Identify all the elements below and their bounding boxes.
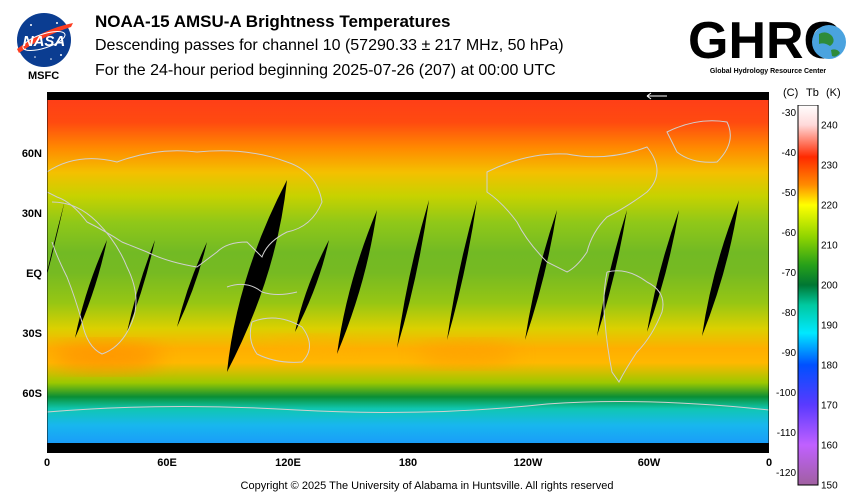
lat-label-30n: 30N xyxy=(21,208,42,220)
colorbar-unit-tb: Tb xyxy=(806,87,819,99)
north-america-coast xyxy=(486,146,658,273)
lat-label-60s: 60S xyxy=(22,388,42,400)
map-title: NOAA-15 AMSU-A Brightness Temperatures xyxy=(95,12,451,31)
ghrc-tagline: Global Hydrology Resource Center xyxy=(710,68,827,75)
orbit-gap-swath xyxy=(447,200,477,340)
colorbar-celsius-tick: -80 xyxy=(782,308,797,319)
lon-label-0: 0 xyxy=(43,457,51,469)
colorbar-kelvin-tick: 230 xyxy=(821,161,838,172)
south-pole-band xyxy=(47,443,769,453)
lon-label-60e: 60E xyxy=(157,457,177,469)
copyright-text: Copyright © 2025 The University of Alaba… xyxy=(240,480,614,492)
orbit-gap-swath xyxy=(295,240,329,332)
lon-label-60w: 60W xyxy=(637,457,661,469)
colorbar-scale xyxy=(797,105,819,486)
colorbar-ticks: 240 -30 230 -40 220 -50 210 -60 200 -70 190 -80 180 -… xyxy=(776,108,838,492)
lat-label-30s: 30S xyxy=(22,328,42,340)
nasa-logo-text: NASA xyxy=(23,33,66,50)
colorbar-celsius-tick: -60 xyxy=(782,228,797,239)
temperature-field xyxy=(47,92,769,453)
orbit-gap-swath xyxy=(647,210,679,332)
orbit-gap-swath xyxy=(525,210,557,340)
map-subtitle-period: For the 24-hour period beginning 2025-07… xyxy=(95,62,556,79)
temperature-colorbar: 240 -30 230 -40 220 -50 210 -60 200 -70 190 -80 180 -… xyxy=(776,105,838,492)
orbit-gap-swath xyxy=(177,242,207,327)
greenland-coast xyxy=(666,120,731,163)
warm-spot xyxy=(52,343,162,371)
indonesia-coast xyxy=(226,283,298,295)
colorbar-celsius-tick: -50 xyxy=(782,188,797,199)
nasa-logo: NASA xyxy=(17,13,73,67)
colorbar-kelvin-tick: 190 xyxy=(821,321,838,332)
australia-coast xyxy=(249,317,310,363)
eurasia-coast xyxy=(47,150,323,268)
colorbar-kelvin-tick: 160 xyxy=(821,441,838,452)
colorbar-celsius-tick: -110 xyxy=(777,428,797,439)
colorbar-unit-kelvin: (K) xyxy=(826,87,841,99)
brightness-temperature-map xyxy=(47,92,769,453)
colorbar-kelvin-tick: 170 xyxy=(821,401,838,412)
coastlines xyxy=(47,120,769,413)
colorbar-celsius-tick: -120 xyxy=(776,468,796,479)
warm-spot xyxy=(417,342,517,366)
orbit-gap-swath xyxy=(227,180,287,372)
colorbar-celsius-tick: -40 xyxy=(782,148,797,159)
dateline-arrow xyxy=(646,92,667,100)
colorbar-kelvin-tick: 200 xyxy=(821,281,838,292)
msfc-label: MSFC xyxy=(28,70,60,82)
colorbar-unit-celsius: (C) xyxy=(783,87,799,99)
colorbar-kelvin-tick: 180 xyxy=(821,361,838,372)
lon-label-0-east: 0 xyxy=(765,457,773,469)
colorbar-kelvin-tick: 210 xyxy=(821,241,838,252)
colorbar-celsius-tick: -30 xyxy=(782,108,797,119)
antarctica-coast xyxy=(47,401,769,413)
orbit-gap-swath xyxy=(397,200,429,348)
orbit-gaps xyxy=(47,180,739,372)
colorbar-celsius-tick: -100 xyxy=(776,388,796,399)
orbit-gap-swath xyxy=(47,200,65,275)
africa-coast xyxy=(51,201,137,355)
north-pole-band xyxy=(47,92,769,100)
colorbar-kelvin-tick: 240 xyxy=(821,121,838,132)
lon-label-180: 180 xyxy=(398,457,418,469)
south-america-coast xyxy=(603,270,664,383)
ghrc-logo: GHRC Global Hydrology Resource Center xyxy=(688,12,846,75)
warm-spot xyxy=(267,337,347,357)
lat-label-eq: EQ xyxy=(26,268,42,280)
colorbar-celsius-tick: -70 xyxy=(782,268,797,279)
orbit-gap-swath xyxy=(702,200,739,336)
colorbar-kelvin-tick: 150 xyxy=(821,481,838,492)
colorbar-celsius-tick: -90 xyxy=(782,348,797,359)
lon-label-120w: 120W xyxy=(513,457,543,469)
orbit-gap-swath xyxy=(75,240,107,338)
colorbar-kelvin-tick: 220 xyxy=(821,201,838,212)
orbit-gap-swath xyxy=(337,210,377,354)
lat-label-60n: 60N xyxy=(21,148,42,160)
map-subtitle-channel: Descending passes for channel 10 (57290.… xyxy=(95,37,564,54)
orbit-gap-swath xyxy=(597,210,627,336)
orbit-gap-swath xyxy=(127,240,155,332)
lon-label-120e: 120E xyxy=(275,457,301,469)
